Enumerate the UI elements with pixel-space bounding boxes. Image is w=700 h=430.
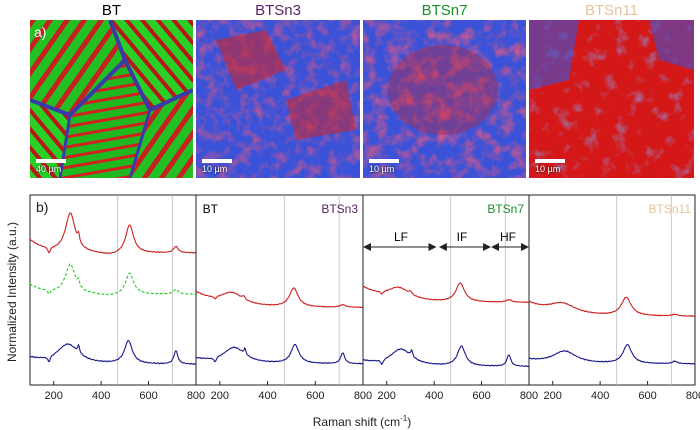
x-tick-label: 400 [591, 390, 609, 402]
spectrum-title-btsn3: BTSn3 [321, 202, 358, 216]
scale-label-btsn3: 10 µm [202, 164, 228, 174]
raman-map-bt: 40 µm [30, 20, 193, 178]
x-tick-label: 400 [425, 390, 443, 402]
x-tick-label: 600 [306, 390, 324, 402]
scale-label-bt: 40 µm [36, 164, 62, 174]
spectrum-curve [528, 296, 696, 318]
x-tick-label: 200 [45, 390, 63, 402]
x-tick-label: 600 [139, 390, 157, 402]
spectrum-curve [29, 263, 197, 296]
x-tick-label: 200 [378, 390, 396, 402]
x-tick-label: 200 [544, 390, 562, 402]
panel-label-b: b) [36, 199, 49, 215]
spectrum-title-bt: BT [203, 202, 219, 216]
x-axis-label-end: ) [407, 415, 411, 429]
x-tick-label: 800 [520, 390, 538, 402]
x-axis-label: Raman shift (cm-1) [313, 414, 411, 429]
map-title-btsn3: BTSn3 [255, 2, 301, 19]
scale-bar-btsn3: 10 µm [202, 159, 232, 174]
spectrum-curve [528, 343, 696, 365]
map-title-bt: BT [101, 2, 122, 19]
region-label-if: IF [457, 230, 468, 244]
y-axis-label: Normalized Intensity (a.u.) [5, 222, 19, 362]
scale-label-btsn7: 10 µm [369, 164, 395, 174]
x-tick-label: 200 [211, 390, 229, 402]
raman-map-btsn3: 10 µm [196, 20, 360, 178]
spectrum-panel-frame [29, 194, 197, 386]
map-title-btsn11: BTSn11 [584, 2, 639, 19]
spectrum-curve [362, 345, 530, 368]
spectrum-curve [29, 212, 197, 255]
x-tick-label: 800 [354, 390, 372, 402]
raman-map-btsn7: 10 µm [363, 20, 526, 178]
x-tick-label: 600 [472, 390, 490, 402]
scale-bar-btsn7: 10 µm [369, 159, 399, 174]
region-label-hf: HF [500, 230, 516, 244]
x-tick-label: 600 [638, 390, 656, 402]
spectrum-panel-frame [528, 194, 696, 386]
spectrum-curve [362, 282, 530, 304]
scale-bar-btsn11: 10 µm [535, 159, 565, 174]
spectrum-panel-frame [195, 194, 364, 386]
spectrum-curve [195, 343, 364, 365]
scale-label-btsn11: 10 µm [535, 164, 561, 174]
scale-bar-bt: 40 µm [36, 159, 66, 174]
raman-map-btsn11: 10 µm [529, 20, 694, 178]
x-tick-label: 800 [686, 390, 700, 402]
spectrum-curve [195, 287, 364, 309]
x-tick-label: 800 [187, 390, 205, 402]
x-tick-label: 400 [258, 390, 276, 402]
panel-label-a: a) [34, 24, 47, 40]
spectrum-curve [29, 340, 197, 366]
x-axis-label-sup: -1 [400, 414, 408, 423]
x-axis-label-main: Raman shift (cm [313, 415, 400, 429]
x-tick-label: 400 [92, 390, 110, 402]
region-label-lf: LF [394, 230, 408, 244]
spectrum-title-btsn11: BTSn11 [649, 202, 692, 216]
spectrum-title-btsn7: BTSn7 [487, 202, 524, 216]
map-title-btsn7: BTSn7 [421, 2, 468, 19]
